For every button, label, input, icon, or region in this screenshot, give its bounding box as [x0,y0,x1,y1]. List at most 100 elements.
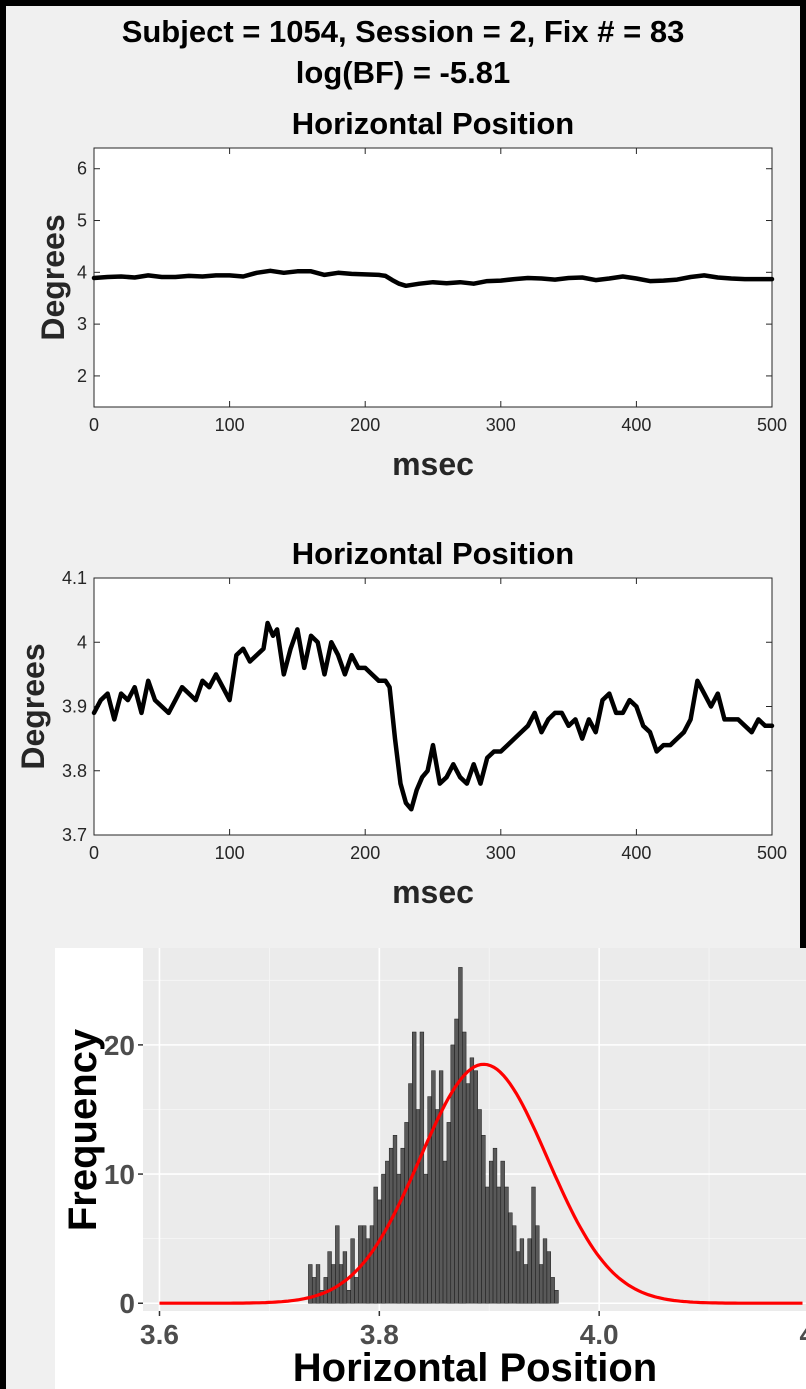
histogram-bar [396,1173,401,1304]
histogram-bar [550,1277,555,1304]
histogram-bar [335,1225,340,1304]
x-tick-label: 3.8 [360,1319,399,1350]
histogram-bar [473,1070,478,1304]
histogram-bar [438,1070,444,1304]
x-tick-label: 500 [757,843,787,863]
y-axis-label: Degrees [15,643,51,769]
histogram-bar [492,1147,498,1304]
histogram-bar [469,1057,475,1304]
y-tick-label: 10 [104,1159,135,1190]
x-tick-label: 0 [89,843,99,863]
histogram-bar [415,1109,421,1304]
x-tick-label: 300 [486,415,516,435]
histogram-bar [315,1264,321,1304]
x-tick-label: 400 [621,415,651,435]
y-axis-label: Frequency [61,1028,105,1231]
histogram-bar [500,1160,505,1304]
histogram-bar [542,1238,548,1304]
plot-area [93,577,773,836]
histogram-bar [458,967,463,1304]
histogram-bar [488,1160,494,1304]
chart-title: Horizontal Position [292,106,574,141]
histogram-bar [512,1225,517,1304]
histogram-bar [327,1251,332,1304]
y-tick-label: 3.9 [62,697,87,717]
y-tick-label: 2 [77,366,87,386]
histogram-bar [508,1212,513,1304]
x-tick-label: 300 [486,843,516,863]
histogram-bar [442,1160,448,1304]
histogram-bar [481,1135,486,1304]
x-tick-label: 3.6 [140,1319,179,1350]
histogram-bar [527,1238,532,1304]
y-axis-label: Degrees [35,214,71,340]
x-axis-label: Horizontal Position [293,1346,657,1389]
histogram-bar [346,1290,351,1304]
y-tick-label: 4 [77,632,87,652]
x-tick-label: 4.2 [800,1319,806,1350]
x-tick-label: 100 [215,415,245,435]
histogram-bar [354,1277,359,1304]
y-tick-label: 3.8 [62,761,87,781]
histogram-bar [427,1096,432,1304]
histogram-bar [465,1083,471,1304]
x-tick-label: 400 [621,843,651,863]
histogram-bar [454,1018,459,1304]
histogram-bar [546,1251,551,1304]
data-line [91,268,775,289]
x-tick-label: 4.0 [580,1319,619,1350]
histogram-bar [504,1186,509,1304]
histogram-bar [408,1083,413,1304]
histogram-bar [331,1264,336,1304]
x-axis-label: msec [392,874,474,910]
figure-title-line2: log(BF) = -5.81 [295,55,511,90]
histogram-bar [477,1109,482,1304]
line-chart-zoomed: 3.7 3.8 3.9 4 4.1 0 100 200 300 400 500 Horizontal … [15,536,787,910]
histogram-bar [446,1122,451,1304]
x-tick-label: 200 [350,415,380,435]
histogram-bar [312,1277,317,1304]
histogram-bar [342,1251,348,1304]
histogram-bar [519,1238,525,1304]
x-axis-label: msec [392,446,474,482]
histogram-bar [431,1070,436,1304]
x-tick-label: 100 [215,843,245,863]
histogram-bar [435,1109,440,1304]
histogram-bar [419,1031,425,1304]
histogram-bar [377,1199,382,1304]
y-tick-label: 4.1 [62,568,87,588]
normal-curve [159,1062,803,1305]
histogram-bar [515,1251,521,1304]
histogram-bar [539,1264,544,1304]
histogram-bar [423,1173,428,1304]
histogram-bar [554,1290,559,1304]
y-tick-label: 0 [119,1288,135,1319]
histogram-bar [365,1238,371,1304]
chart-title: Horizontal Position [292,536,574,571]
histogram-bar [523,1264,528,1304]
histogram-bar [404,1122,409,1304]
histogram-bar [531,1186,536,1304]
line-chart-full-scale: 2 3 4 5 6 0 100 200 300 400 500 Horizontal Position… [35,106,787,482]
y-tick-label: 4 [77,262,87,282]
y-tick-label: 6 [77,159,87,179]
y-tick-label: 5 [77,211,87,231]
y-tick-label: 20 [104,1030,135,1061]
plot-area [93,147,773,408]
figure-title-line1: Subject = 1054, Session = 2, Fix # = 83 [121,14,685,49]
histogram-bar [400,1147,405,1304]
histogram-bar [392,1135,398,1304]
histogram-bar [496,1186,501,1304]
histogram-bar [535,1225,540,1304]
y-tick-label: 3.7 [62,825,87,845]
x-tick-label: 500 [757,415,787,435]
histogram-bar [369,1225,375,1304]
x-tick-label: 200 [350,843,380,863]
data-line [91,620,775,812]
histogram-bar [485,1186,490,1304]
x-tick-label: 0 [89,415,99,435]
y-tick-label: 3 [77,314,87,334]
histogram-bar [450,1044,455,1304]
